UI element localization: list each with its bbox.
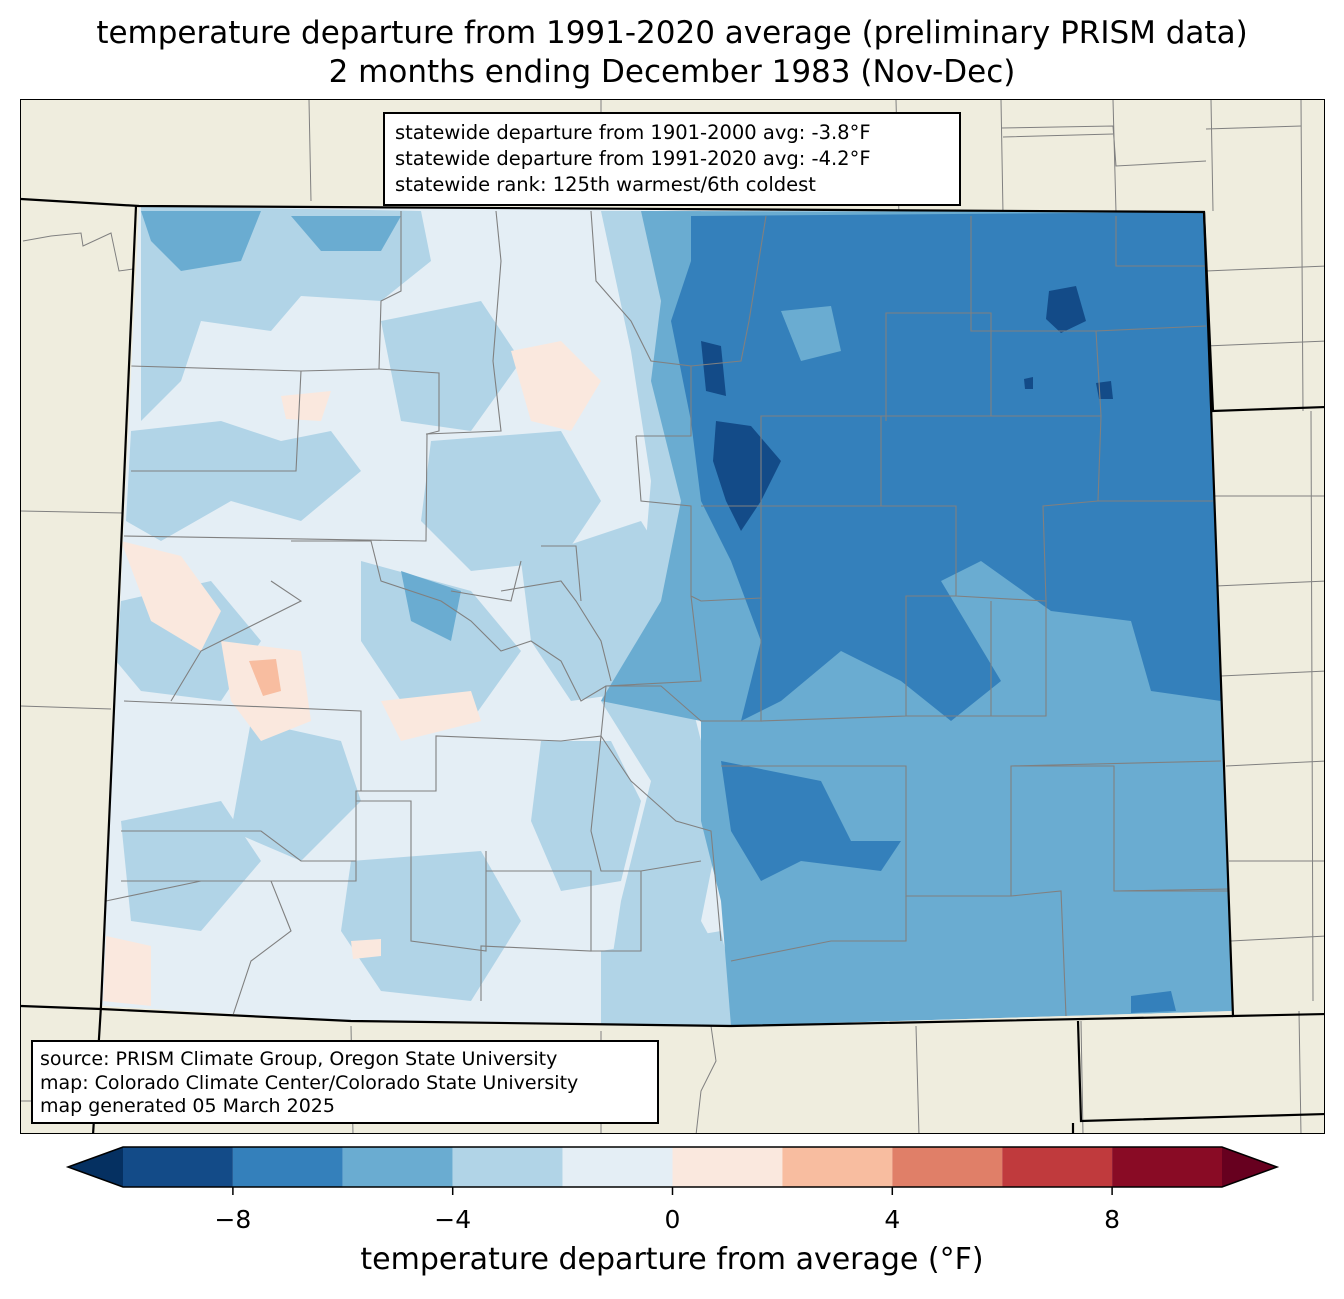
source-box: source: PRISM Climate Group, Oregon Stat… xyxy=(31,1040,659,1124)
map-frame xyxy=(20,99,1325,1134)
colorbar-bin-0 xyxy=(123,1147,233,1187)
colorado-shading xyxy=(101,206,1233,1026)
statewide-stats-box: statewide departure from 1901-2000 avg: … xyxy=(383,112,961,206)
colorbar-tick-label: 8 xyxy=(1104,1205,1121,1234)
colorbar-bin-3 xyxy=(452,1147,563,1187)
colorbar-tick-label: −8 xyxy=(214,1205,252,1234)
colorbar-bin-1 xyxy=(232,1147,343,1187)
stats-rank: statewide rank: 125th warmest/6th coldes… xyxy=(395,173,816,196)
colorbar xyxy=(65,1146,1280,1195)
colorbar-outline xyxy=(65,1146,1280,1188)
colorbar-bin-4 xyxy=(562,1147,673,1187)
colorbar-bin-6 xyxy=(782,1147,893,1187)
colorbar-tick-label: 4 xyxy=(884,1205,901,1234)
colorbar-bin-2 xyxy=(342,1147,453,1187)
colorbar-tick-label: −4 xyxy=(434,1205,472,1234)
colorbar-bin-5 xyxy=(672,1147,783,1187)
colorbar-over-arrow xyxy=(1222,1147,1277,1187)
colorbar-bin-7 xyxy=(892,1147,1003,1187)
stats-1901-2000: statewide departure from 1901-2000 avg: … xyxy=(395,121,871,144)
source-line: source: PRISM Climate Group, Oregon Stat… xyxy=(40,1048,558,1070)
county-lines xyxy=(105,210,1230,1022)
colorbar-tick-label: 0 xyxy=(664,1205,681,1234)
colorbar-under-arrow xyxy=(68,1147,123,1187)
stats-1991-2020: statewide departure from 1991-2020 avg: … xyxy=(395,147,871,170)
map-subtitle: 2 months ending December 1983 (Nov-Dec) xyxy=(328,54,1016,90)
colorbar-bin-9 xyxy=(1112,1147,1222,1187)
colorbar-bin-8 xyxy=(1002,1147,1113,1187)
map-credit-line: map: Colorado Climate Center/Colorado St… xyxy=(40,1071,579,1094)
map-title: temperature departure from 1991-2020 ave… xyxy=(96,15,1248,51)
colorbar-label: temperature departure from average (°F) xyxy=(360,1242,984,1277)
temperature-map xyxy=(21,100,1324,1133)
generated-date-line: map generated 05 March 2025 xyxy=(40,1095,335,1117)
